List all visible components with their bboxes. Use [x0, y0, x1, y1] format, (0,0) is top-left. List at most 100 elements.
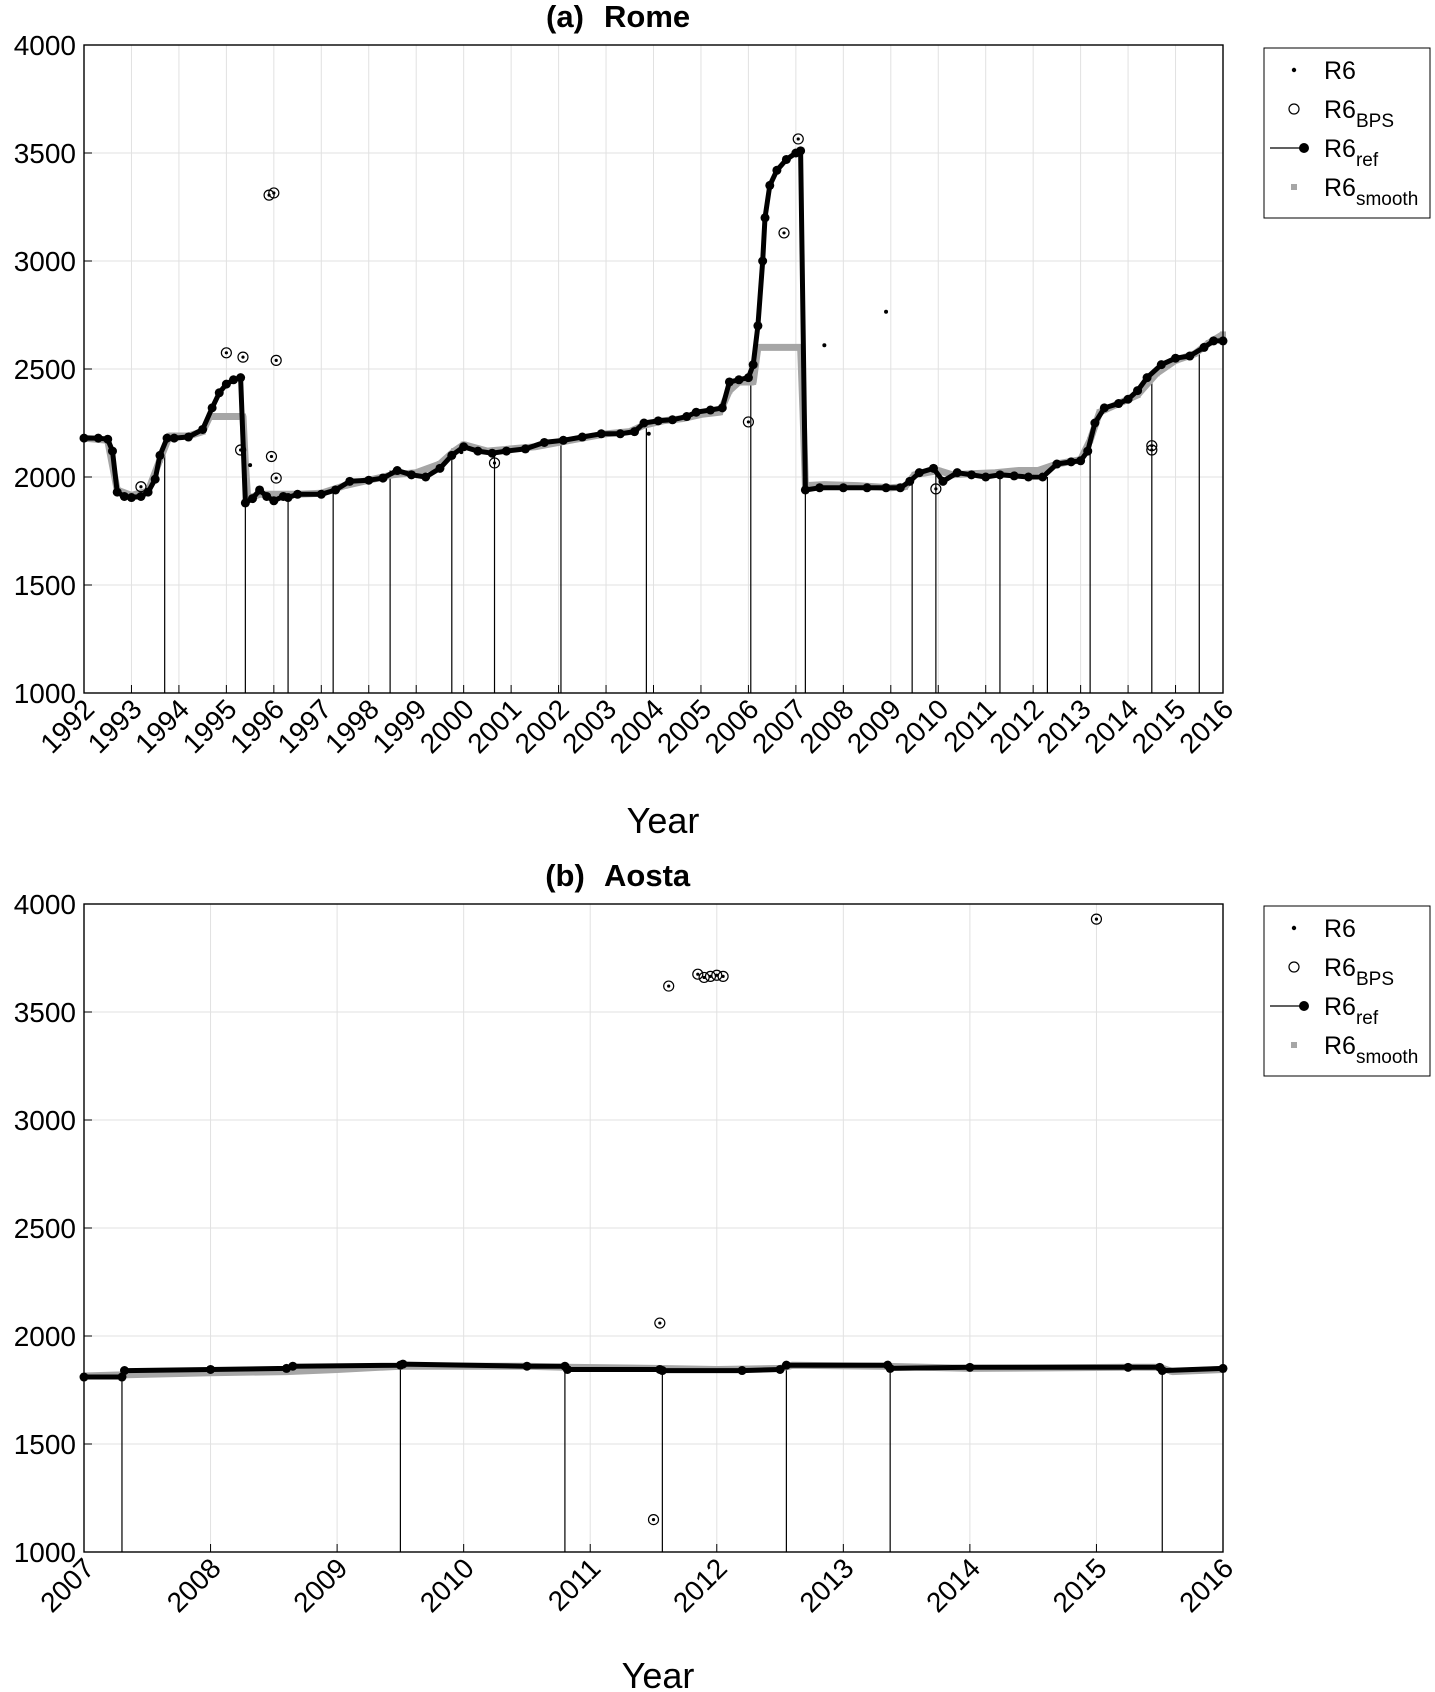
- panel-a-xlabel: Year: [627, 800, 700, 841]
- panel-a-ref-point-87: [1076, 456, 1086, 466]
- panel-a-bps-dot-5: [272, 191, 276, 195]
- panel-a-ref-point-38: [459, 442, 469, 452]
- panel-a-ref-point-68: [800, 485, 810, 495]
- panel-a-label: (a): [546, 0, 584, 34]
- panel-b-ytick-label-3000: 3000: [14, 1105, 76, 1136]
- panel-b-ref-point-21: [1157, 1366, 1167, 1376]
- panel-a-legend-label-2: R6ref: [1324, 135, 1379, 171]
- panel-a-ref-point-91: [1114, 399, 1124, 409]
- panel-b-bps-point-1: [654, 1317, 666, 1329]
- panel-a-ref-point-60: [753, 321, 763, 331]
- panel-b-legend-marker-ref: [1299, 1001, 1309, 1011]
- panel-a-ref-point-46: [596, 429, 606, 439]
- panel-a-ref-point-83: [1023, 472, 1033, 482]
- panel-b-xtick-label-2015: 2015: [1047, 1552, 1113, 1618]
- panel-a-ref-point-24: [269, 496, 279, 506]
- panel-a-ref-point-95: [1156, 360, 1166, 370]
- panel-b-xtick-label-2016: 2016: [1173, 1552, 1239, 1618]
- panel-a-xtick-label-1995: 1995: [177, 693, 243, 759]
- panel-a-bps-point-0: [135, 481, 147, 493]
- panel-a-r6-point-1: [822, 343, 827, 348]
- panel-b-bps-dot-2: [667, 984, 671, 988]
- panel-b-legend-label-2: R6ref: [1324, 993, 1379, 1029]
- panel-a-ref-point-88: [1083, 446, 1093, 456]
- panel-a-ref-point-56: [724, 377, 734, 387]
- panel-b-ref-point-15: [781, 1360, 791, 1370]
- panel-a-ref-point-77: [938, 476, 948, 486]
- panel-a-ref-point-2: [103, 434, 113, 444]
- panel-a-ref-point-59: [748, 360, 758, 370]
- panel-a-ref-point-23: [262, 491, 272, 501]
- panel-b-ytick-label-2000: 2000: [14, 1321, 76, 1352]
- panel-b-bps-dot-1: [658, 1321, 662, 1325]
- panel-a-xtick-label-2010: 2010: [889, 693, 955, 759]
- panel-a-ref-point-8: [143, 487, 153, 497]
- panel-a-ref-point-7: [136, 491, 146, 501]
- panel-a-bps-series: [135, 133, 1158, 495]
- panel-a-ref-point-20: [240, 498, 250, 508]
- panel-a-ref-point-27: [293, 489, 303, 499]
- panel-a-ref-point-93: [1133, 386, 1143, 396]
- panel-a-bps-dot-8: [274, 358, 278, 362]
- panel-a-ytick-label-2000: 2000: [14, 462, 76, 493]
- panel-a-tick-labels: 1000150020002500300035004000199219931994…: [14, 30, 1240, 759]
- panel-a-legend-marker-r6: [1291, 67, 1297, 73]
- panel-a-ref-point-34: [406, 470, 416, 480]
- panel-b-xtick-label-2014: 2014: [920, 1552, 986, 1618]
- panel-a-bps-point-2: [237, 351, 249, 363]
- panel-a-ref-point-17: [221, 379, 231, 389]
- panel-a-ytick-label-4000: 4000: [14, 30, 76, 61]
- panel-b-bps-point-4: [698, 971, 710, 984]
- panel-a-title: Rome: [604, 0, 690, 34]
- panel-b-bps-dot-3: [696, 972, 700, 976]
- panel-a-bps-point-12: [792, 133, 804, 145]
- panel-a-xtick-label-2008: 2008: [794, 693, 860, 759]
- panel-a-legend-label-0: R6: [1324, 57, 1356, 85]
- panel-a-ref-point-3: [107, 446, 117, 456]
- panel-a-ref-point-50: [653, 416, 663, 426]
- panel-a-ytick-label-1000: 1000: [14, 678, 76, 709]
- panel-a-breakpoint-lines: [164, 347, 1200, 693]
- panel-a-ref-point-76: [929, 463, 939, 473]
- panel-a-ref-point-47: [615, 429, 625, 439]
- panel-a-ref-point-37: [447, 450, 457, 460]
- panel-a-bps-dot-15: [1150, 448, 1154, 452]
- panel-a-ref-point-13: [183, 432, 193, 442]
- panel-b-bps-point-7: [717, 970, 729, 982]
- panel-b-xtick-label-2013: 2013: [794, 1552, 860, 1618]
- panel-a-ref-point-35: [421, 472, 431, 482]
- panel-a-ref-point-30: [345, 476, 355, 486]
- panel-a-ref-point-58: [743, 373, 753, 383]
- panel-a-ref-point-18: [228, 375, 238, 385]
- panel-a-bps-dot-9: [492, 461, 497, 465]
- panel-a-xtick-label-2006: 2006: [699, 693, 765, 759]
- panel-b-ref-point-8: [522, 1361, 532, 1371]
- panel-a-ref-point-82: [1009, 471, 1019, 481]
- panel-b-ref-point-13: [737, 1366, 747, 1376]
- panel-a-ref-point-74: [905, 476, 915, 486]
- panel-a-ref-point-16: [214, 388, 224, 398]
- panel-a-ref-point-22: [255, 485, 265, 495]
- panel-a-ref-point-61: [758, 256, 768, 266]
- panel-b-bps-point-3: [692, 968, 704, 980]
- panel-a-ytick-label-3000: 3000: [14, 246, 76, 277]
- panel-b-bps-series: [647, 913, 1103, 1526]
- panel-a-bps-dot-3: [239, 448, 243, 452]
- panel-a-ref-point-81: [995, 470, 1005, 480]
- panel-a-legend-marker-smooth: [1291, 184, 1297, 190]
- panel-a-xtick-label-1996: 1996: [224, 693, 290, 759]
- panel-a-ref-point-36: [435, 463, 445, 473]
- panel-a-r6-point-4: [646, 431, 651, 436]
- panel-a-ytick-label-3500: 3500: [14, 138, 76, 169]
- panel-a-ref-point-6: [126, 493, 136, 503]
- panel-b-label: (b): [545, 858, 585, 893]
- panel-a-legend-box: [1263, 47, 1431, 219]
- panel-a-bps-dot-1: [224, 351, 228, 355]
- panel-b-legend-label-1: R6BPS: [1324, 954, 1394, 990]
- panel-a-axes: [83, 44, 1224, 694]
- panel-b-ref-point-12: [657, 1366, 667, 1376]
- panel-a-xtick-label-2009: 2009: [841, 693, 907, 759]
- panel-a-ref-point-51: [667, 415, 677, 425]
- panel-b-xtick-label-2010: 2010: [414, 1552, 480, 1618]
